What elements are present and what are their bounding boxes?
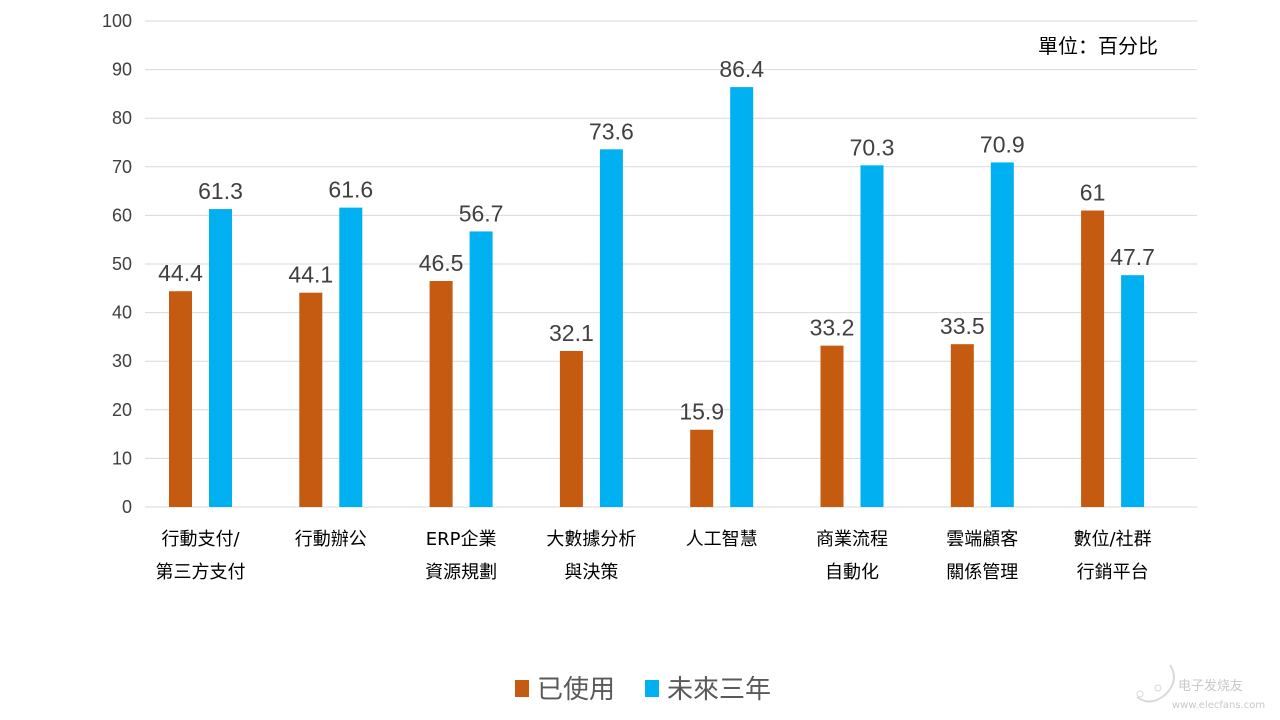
bar-used [1081, 210, 1105, 508]
data-label: 44.1 [288, 262, 333, 288]
bars [169, 87, 1145, 508]
bar-next-three-years [339, 207, 363, 507]
legend-swatch [515, 680, 529, 697]
data-label: 73.6 [589, 118, 634, 144]
data-label: 86.4 [719, 56, 764, 82]
category-label: 雲端顧客關係管理 [946, 529, 1018, 583]
category-label: 行動辦公 [295, 529, 367, 550]
category-label: 人工智慧 [686, 529, 758, 550]
y-tick-label: 20 [112, 400, 132, 420]
data-label: 56.7 [459, 200, 504, 226]
y-tick-label: 100 [102, 11, 132, 31]
data-label: 47.7 [1110, 244, 1155, 270]
data-label: 61.6 [328, 177, 373, 203]
y-tick-label: 10 [112, 448, 132, 468]
watermark-text: 电子发烧友 [1178, 678, 1243, 694]
category-label: 大數據分析與決策 [546, 529, 636, 583]
bar-next-three-years [860, 165, 884, 508]
category-label: 商業流程自動化 [816, 529, 888, 583]
bar-used [690, 429, 714, 507]
bar-next-three-years [1121, 275, 1145, 507]
y-tick-label: 70 [112, 157, 132, 177]
data-label: 33.5 [940, 313, 985, 339]
legend-label: 已使用 [537, 675, 615, 705]
watermark-url: www.elecfans.com [1172, 700, 1265, 711]
y-tick-label: 0 [122, 497, 132, 517]
data-label: 15.9 [679, 399, 724, 425]
watermark-logo [1136, 664, 1175, 703]
data-label: 70.9 [980, 131, 1025, 157]
bar-used [299, 292, 323, 507]
legend-swatch [645, 680, 660, 697]
y-tick-label: 30 [112, 351, 132, 371]
legend-label: 未來三年 [667, 675, 771, 705]
bar-next-three-years [209, 209, 232, 507]
category-label: ERP企業資源規劃 [425, 529, 497, 583]
data-label: 61 [1080, 180, 1106, 206]
bar-used [559, 350, 583, 507]
category-label: 數位/社群行銷平台 [1074, 529, 1152, 583]
data-label: 33.2 [810, 315, 855, 341]
y-tick-label: 60 [112, 205, 132, 225]
y-tick-label: 50 [112, 254, 132, 274]
y-tick-label: 90 [112, 60, 132, 80]
data-label: 46.5 [419, 250, 464, 276]
data-label: 32.1 [549, 320, 594, 346]
bar-used [950, 344, 974, 507]
bar-next-three-years [469, 231, 493, 508]
bar-used [169, 291, 192, 507]
y-tick-label: 40 [112, 303, 132, 323]
bar-next-three-years [990, 162, 1014, 507]
data-label: 61.3 [198, 178, 243, 204]
bar-next-three-years [730, 87, 754, 507]
legend: 已使用 未來三年 [515, 675, 771, 705]
unit-annotation: 單位：百分比 [1038, 34, 1158, 58]
bar-next-three-years [599, 149, 623, 507]
y-tick-label: 80 [112, 108, 132, 128]
data-labels: 44.4 61.3 44.1 61.6 46.5 56.7 32.1 73.6 15.9 86.4… [158, 56, 1155, 425]
y-axis-ticks: 0 10 20 30 40 50 60 70 80 90 100 [102, 11, 132, 517]
bar-used [820, 345, 844, 507]
bar-used [429, 281, 453, 507]
category-label: 行動支付/第三方支付 [156, 529, 246, 583]
data-label: 70.3 [850, 134, 895, 160]
data-label: 44.4 [158, 260, 203, 286]
